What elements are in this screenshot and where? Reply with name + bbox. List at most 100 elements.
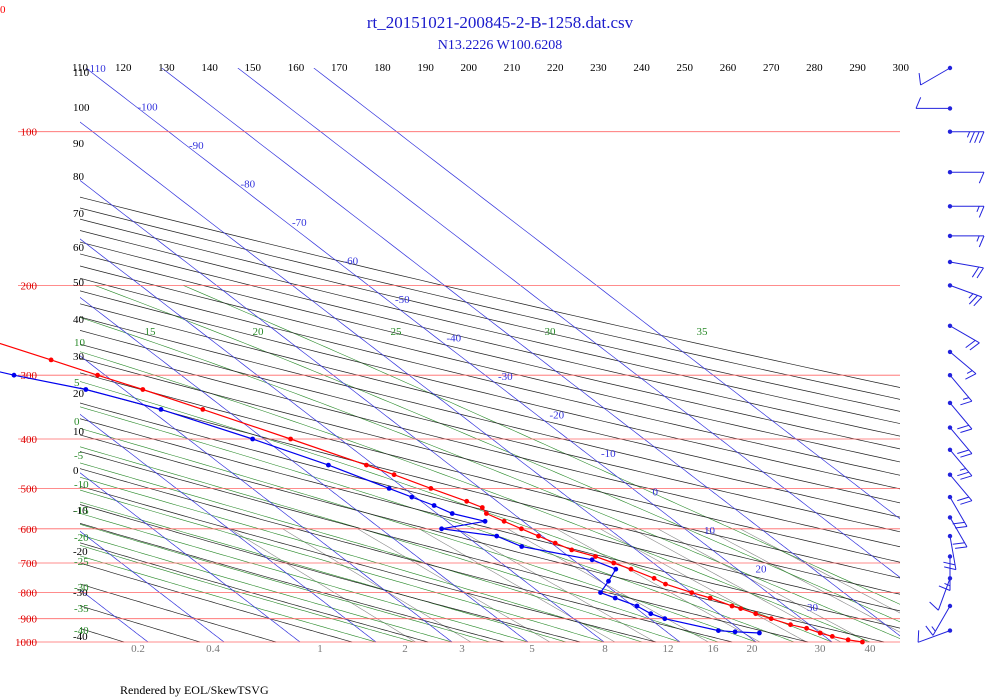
wind-barb-flag xyxy=(931,626,936,632)
wind-barb-staff xyxy=(949,284,983,298)
temperature-point xyxy=(536,533,541,539)
wind-barb-flag xyxy=(929,601,939,611)
isotherm-label: -50 xyxy=(395,294,410,306)
pressure-label: 100 xyxy=(21,127,38,139)
dewpoint-point xyxy=(250,436,256,442)
wind-barb xyxy=(947,472,973,505)
isotherm-label: -110 xyxy=(86,63,106,75)
wind-barb-flag xyxy=(918,73,922,86)
wind-barb-flag xyxy=(976,206,980,212)
wind-barb xyxy=(947,233,985,248)
mixing-ratio-line xyxy=(457,528,656,643)
wind-barb-dot xyxy=(947,494,953,500)
isotherm-label: 10 xyxy=(704,525,716,537)
wind-barb xyxy=(947,283,983,307)
wind-barb-flag xyxy=(978,172,985,184)
mixing-ratio-line xyxy=(282,528,471,643)
pressure-label: 1000 xyxy=(15,637,38,649)
dry-adiabat-line xyxy=(80,387,900,595)
left-dry-label: 50 xyxy=(73,277,85,289)
dewpoint-point xyxy=(716,628,721,633)
left-moist-label: 5 xyxy=(74,377,80,389)
wind-barb-flag xyxy=(966,370,973,374)
wind-barb-staff xyxy=(949,427,973,454)
temperature-point xyxy=(651,575,657,581)
wind-barb xyxy=(947,204,985,218)
temperature-point xyxy=(753,611,759,617)
wind-barb-flag xyxy=(952,521,965,525)
temperature-point xyxy=(768,616,774,622)
dry-adiabat-line xyxy=(80,316,900,518)
isotherm-label: -100 xyxy=(138,102,159,114)
isotherm-line xyxy=(85,68,833,643)
left-moist-label: -40 xyxy=(74,625,89,637)
pressure-label: 200 xyxy=(21,280,38,292)
left-moist-label: -35 xyxy=(74,603,89,615)
top-tick-label: 260 xyxy=(720,62,737,74)
left-moist-label: -30 xyxy=(74,582,89,594)
wind-barb-flag xyxy=(957,449,969,454)
wind-barb-dot xyxy=(947,283,953,288)
pressure-label: 500 xyxy=(21,483,38,495)
axis-labels: 1002003004005006007008009001000-110-100-… xyxy=(15,62,910,655)
isotherm-label: -90 xyxy=(189,140,204,152)
dewpoint-point xyxy=(648,611,654,617)
wind-barb-staff xyxy=(932,605,951,636)
isotherm-line xyxy=(80,589,149,643)
credit-text: Rendered by EOL/SkewTSVG xyxy=(120,683,269,697)
mixing-ratio-label: 40 xyxy=(865,643,877,655)
left-dry-label: 70 xyxy=(73,208,85,220)
isotherm-line xyxy=(161,68,900,637)
left-dry-label: 100 xyxy=(73,102,90,114)
pressure-label: 900 xyxy=(21,614,38,626)
wind-barb-staff xyxy=(949,536,957,570)
mixing-ratio-label: 0.4 xyxy=(206,643,220,655)
moist-adiabat-label: 35 xyxy=(697,326,709,338)
chart-subtitle: N13.2226 W100.6208 xyxy=(438,38,563,53)
isotherm-line xyxy=(80,413,377,643)
top-tick-label: 220 xyxy=(547,62,564,74)
isotherm-line xyxy=(80,238,605,643)
dewpoint-point xyxy=(613,566,619,572)
isotherm-label: -20 xyxy=(550,410,565,422)
wind-barb-flag xyxy=(965,373,977,380)
temperature-point xyxy=(788,622,793,628)
dewpoint-point xyxy=(83,387,89,392)
mixing-ratio-label: 1 xyxy=(317,643,323,655)
top-tick-label: 230 xyxy=(590,62,607,74)
wind-barb xyxy=(947,515,968,549)
dry-adiabat-line xyxy=(80,434,885,643)
wind-barb xyxy=(925,603,953,636)
left-moist-label: 0 xyxy=(74,416,80,428)
dewpoint-point xyxy=(386,486,392,491)
dry-adiabat-line xyxy=(80,504,581,643)
dewpoint-point xyxy=(612,595,618,601)
top-tick-label: 270 xyxy=(763,62,780,74)
wind-barb-staff xyxy=(917,630,951,643)
isotherm-line xyxy=(80,296,529,643)
wind-barb-flag xyxy=(960,453,973,458)
dry-adiabat-line xyxy=(80,451,809,643)
pressure-label: 800 xyxy=(21,588,38,600)
wind-barb xyxy=(947,129,985,143)
wind-barb-staff xyxy=(949,261,984,269)
wind-barb-flag xyxy=(978,131,985,143)
temperature-line xyxy=(0,342,863,643)
wind-barb xyxy=(947,170,985,184)
wind-barb-flag xyxy=(957,471,969,477)
isotherm-label: -40 xyxy=(447,333,462,345)
dewpoint-point xyxy=(634,603,640,609)
left-dry-label: 110 xyxy=(73,67,90,79)
dry-adiabat-line xyxy=(80,372,900,579)
temperature-point xyxy=(707,595,713,601)
wind-barb-staff xyxy=(949,496,968,527)
dewpoint-point xyxy=(606,578,611,584)
mixing-ratio-line xyxy=(507,528,709,643)
wind-barb xyxy=(938,554,953,591)
top-tick-label: 120 xyxy=(115,62,132,74)
wind-barb xyxy=(947,373,973,406)
wind-barb-flag xyxy=(943,561,956,566)
temperature-point xyxy=(804,625,809,631)
wind-barb xyxy=(947,494,968,529)
moist-adiabat-label: 20 xyxy=(253,326,265,338)
